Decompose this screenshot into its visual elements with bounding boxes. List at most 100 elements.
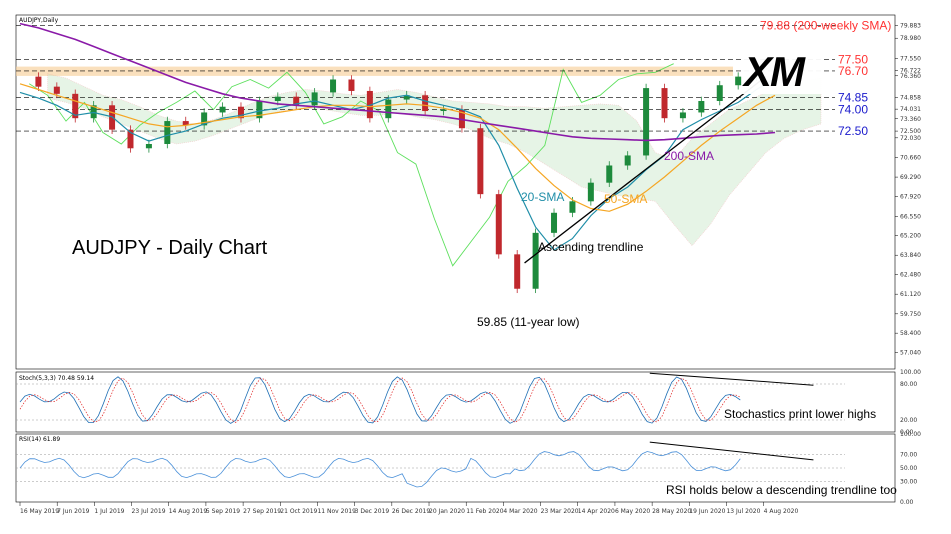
y-tick-label: 70.660 — [900, 154, 921, 161]
x-tick-label: 4 Aug 2020 — [764, 508, 799, 515]
x-tick-label: 11 Feb 2020 — [466, 508, 504, 515]
candle-body — [661, 88, 668, 119]
candle-body — [422, 95, 429, 112]
stoch-y-tick-label: 20.00 — [900, 417, 917, 424]
candle-body — [182, 121, 189, 126]
y-tick-label: 74.031 — [900, 106, 921, 113]
candle-body — [477, 128, 484, 195]
rsi-y-tick-label: 30.00 — [900, 479, 917, 486]
y-tick-label: 72.030 — [900, 135, 921, 142]
candle-body — [53, 86, 60, 94]
xm-logo-text: XM — [742, 48, 806, 95]
series-50-sma — [19, 83, 776, 212]
y-tick-label: 78.980 — [900, 35, 921, 42]
candle-body — [35, 76, 42, 87]
stoch-y-tick-label: 80.00 — [900, 381, 917, 388]
candle-body — [569, 201, 576, 213]
candle-body — [624, 155, 631, 166]
rsi-annotation: RSI holds below a descending trendline t… — [666, 483, 897, 497]
y-tick-label: 62.480 — [900, 272, 921, 279]
x-tick-label: 21 Oct 2019 — [280, 508, 317, 515]
xm-logo: XM — [742, 46, 824, 95]
oscillators — [16, 372, 845, 488]
y-tick-label: 67.920 — [900, 194, 921, 201]
sma50-annotation: 50-SMA — [604, 192, 647, 206]
y-tick-label: 76.722 — [900, 68, 921, 75]
candle-body — [127, 129, 134, 149]
y-tick-label: 74.858 — [900, 94, 921, 101]
y-tick-label: 66.550 — [900, 213, 921, 220]
candle-body — [606, 165, 613, 183]
resistance-zone-band — [16, 66, 733, 76]
y-tick-label: 69.290 — [900, 174, 921, 181]
candle-body — [679, 112, 686, 119]
sma20-annotation: 20-SMA — [521, 190, 564, 204]
trendline-annotation: Ascending trendline — [538, 240, 644, 254]
x-tick-label: 23 Mar 2020 — [541, 508, 579, 515]
candle-body — [164, 121, 171, 144]
x-tick-label: 5 Sep 2019 — [206, 508, 240, 515]
candle-body — [403, 95, 410, 100]
x-tick-label: 19 Jun 2020 — [689, 508, 725, 515]
y-tick-label: 73.360 — [900, 116, 921, 123]
candle-body — [735, 76, 742, 86]
rsi-divergence-line — [649, 441, 814, 461]
x-tick-label: 27 Sep 2019 — [243, 508, 281, 515]
candle-body — [514, 254, 521, 289]
stoch-annotation: Stochastics print lower highs — [724, 407, 876, 421]
candle-body — [90, 105, 97, 119]
candle-body — [330, 79, 337, 93]
candle-body — [366, 90, 373, 119]
x-tick-label: 7 Jun 2019 — [57, 508, 89, 515]
sma200-annotation: 200-SMA — [664, 149, 714, 163]
candle-body — [72, 93, 79, 119]
resistance-zone — [16, 66, 733, 76]
y-tick-label: 63.840 — [900, 252, 921, 259]
x-tick-label: 14 Apr 2020 — [578, 508, 615, 515]
low-annotation: 59.85 (11-year low) — [477, 315, 580, 329]
candle-body — [274, 96, 281, 101]
stoch-y-tick-label: 0.00 — [900, 429, 914, 436]
rsi-y-tick-label: 0.00 — [900, 499, 914, 506]
y-tick-label: 72.500 — [900, 128, 921, 135]
candle-body — [551, 212, 558, 233]
y-tick-label: 57.040 — [900, 350, 921, 357]
candle-body — [716, 85, 723, 101]
y-tick-label: 59.750 — [900, 311, 921, 318]
level-label-74.00: 74.00 — [838, 103, 868, 117]
y-tick-label: 76.360 — [900, 73, 921, 80]
level-label-74.85: 74.85 — [838, 90, 868, 104]
y-tick-label: 58.400 — [900, 330, 921, 337]
candle-body — [219, 106, 226, 113]
level-label-79.88: 79.88 (200-weekly SMA) — [760, 18, 891, 32]
x-tick-label: 13 Jul 2020 — [726, 508, 760, 515]
x-tick-label: 6 May 2020 — [615, 508, 650, 515]
stoch-y-tick-label: 100.00 — [900, 369, 921, 376]
rsi-main — [19, 451, 741, 488]
x-tick-label: 16 May 2019 — [20, 508, 59, 515]
candle-body — [532, 232, 539, 289]
trendlines — [524, 76, 767, 264]
x-tick-label: 28 May 2020 — [652, 508, 691, 515]
level-lines — [16, 25, 835, 132]
series-200-sma — [19, 22, 776, 142]
candle-body — [385, 99, 392, 119]
y-tick-label: 77.550 — [900, 56, 921, 63]
level-label-72.50: 72.50 — [838, 124, 868, 138]
level-label-77.50: 77.50 — [838, 52, 868, 66]
x-tick-label: 26 Dec 2019 — [392, 508, 431, 515]
candle-body — [311, 92, 318, 106]
candle-body — [201, 112, 208, 126]
candle-body — [348, 79, 355, 91]
x-tick-label: 3 Dec 2019 — [355, 508, 390, 515]
x-tick-label: 23 Jul 2019 — [132, 508, 166, 515]
chart-title: AUDJPY - Daily Chart — [72, 237, 268, 259]
y-tick-label: 65.200 — [900, 233, 921, 240]
x-tick-label: 4 Mar 2020 — [503, 508, 537, 515]
candle-body — [698, 100, 705, 113]
y-tick-label: 79.883 — [900, 22, 921, 29]
candle-body — [495, 194, 502, 255]
stoch-divergence-line — [649, 372, 814, 386]
